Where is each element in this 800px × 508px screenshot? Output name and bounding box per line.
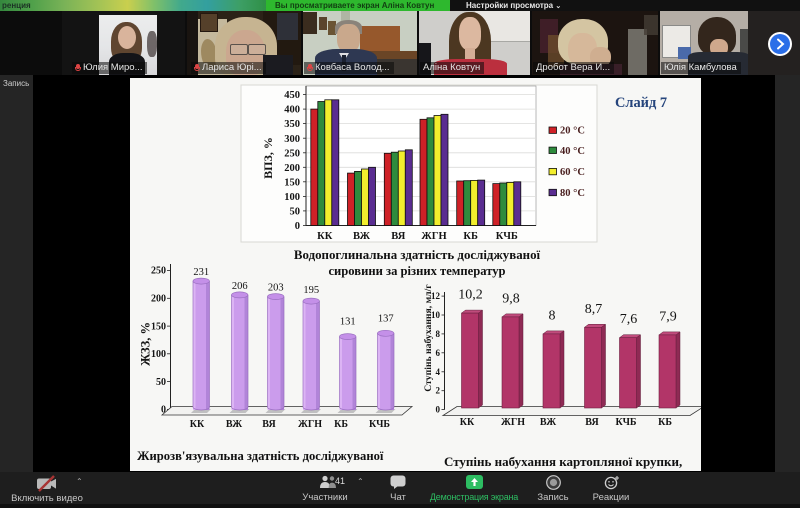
svg-text:Слайд 7: Слайд 7 [615,95,667,111]
svg-text:250: 250 [151,266,166,277]
svg-text:203: 203 [268,283,284,294]
svg-text:200: 200 [151,294,166,305]
svg-text:ЖГН: ЖГН [421,231,446,242]
svg-text:250: 250 [284,148,300,159]
svg-text:2: 2 [436,386,441,396]
svg-text:80 °C: 80 °C [560,188,585,199]
svg-text:Жирозв'язувальна здатність дос: Жирозв'язувальна здатність досліджуваної [137,449,384,463]
svg-text:ВЯ: ВЯ [262,419,276,430]
svg-text:7,6: 7,6 [620,312,638,327]
svg-text:9,8: 9,8 [502,291,520,306]
svg-text:ВЯ: ВЯ [585,417,599,428]
svg-text:КК: КК [190,419,205,430]
svg-text:8,7: 8,7 [585,302,603,317]
svg-text:20 °C: 20 °C [560,126,585,137]
svg-text:137: 137 [378,313,394,324]
svg-text:ВЯ: ВЯ [391,231,405,242]
svg-text:Ступінь набухання картопляної: Ступінь набухання картопляної крупки, [444,454,682,469]
svg-text:КК: КК [317,231,333,242]
svg-text:450: 450 [284,90,300,101]
svg-text:350: 350 [284,119,300,130]
svg-text:150: 150 [151,321,166,332]
svg-text:сировини за різних температур: сировини за різних температур [328,264,505,278]
svg-text:100: 100 [284,192,300,203]
svg-text:400: 400 [284,105,300,116]
svg-text:КЧБ: КЧБ [369,419,390,430]
svg-text:ВЖ: ВЖ [353,231,371,242]
svg-text:8: 8 [549,308,556,323]
svg-text:ВЖ: ВЖ [540,417,556,428]
svg-text:КБ: КБ [658,417,672,428]
svg-text:КК: КК [460,417,475,428]
svg-text:40 °C: 40 °C [560,146,585,157]
svg-text:КЧБ: КЧБ [615,417,636,428]
svg-text:131: 131 [340,317,356,328]
svg-text:Ступінь набухання, мл/г: Ступінь набухання, мл/г [423,284,434,392]
svg-text:КЧБ: КЧБ [496,231,518,242]
svg-text:0: 0 [295,221,300,232]
svg-text:100: 100 [151,349,166,360]
svg-text:7,9: 7,9 [659,309,677,324]
svg-text:КБ: КБ [463,231,478,242]
svg-text:8: 8 [436,329,441,339]
svg-text:206: 206 [232,281,248,292]
svg-text:Водопоглинальна здатність досл: Водопоглинальна здатність досліджуваної [294,248,541,262]
svg-text:50: 50 [290,207,301,218]
svg-text:ВПЗ, %: ВПЗ, % [261,137,275,179]
svg-text:0: 0 [161,405,166,416]
svg-text:0: 0 [436,405,441,415]
svg-text:ЖГН: ЖГН [501,417,525,428]
svg-text:50: 50 [156,377,166,388]
svg-text:ЖГН: ЖГН [298,419,322,430]
svg-text:150: 150 [284,177,300,188]
svg-text:231: 231 [193,267,209,278]
svg-text:200: 200 [284,163,300,174]
svg-text:60 °C: 60 °C [560,167,585,178]
svg-text:10: 10 [431,310,441,320]
svg-text:ВЖ: ВЖ [226,419,242,430]
svg-text:КБ: КБ [334,419,348,430]
svg-text:10,2: 10,2 [458,288,483,303]
svg-text:300: 300 [284,134,300,145]
svg-text:ЖЗЗ, %: ЖЗЗ, % [139,322,153,366]
svg-text:195: 195 [303,285,319,296]
svg-text:12: 12 [431,291,441,301]
svg-text:4: 4 [436,367,441,377]
svg-text:6: 6 [436,348,441,358]
